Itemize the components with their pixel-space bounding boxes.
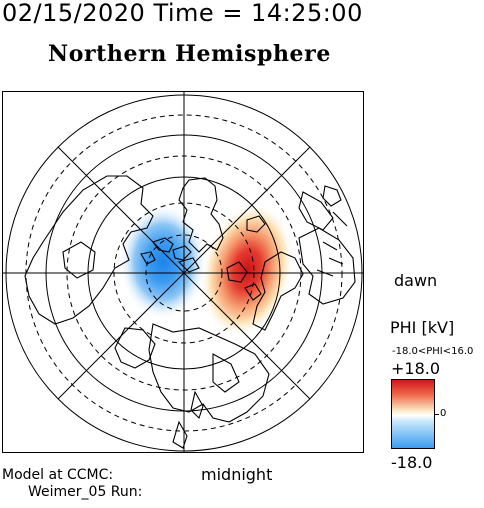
colorbar-range: -18.0<PHI<16.0 xyxy=(392,346,474,357)
colorbar xyxy=(391,379,435,449)
potential-pattern xyxy=(119,203,294,337)
hemisphere-title: Northern Hemisphere xyxy=(48,41,331,67)
meridian-lines xyxy=(3,92,363,452)
midnight-label: midnight xyxy=(201,465,273,484)
colorbar-mid-label: 0 xyxy=(440,408,447,419)
coastlines xyxy=(24,175,356,449)
date-time-title: 02/15/2020 Time = 14:25:00 xyxy=(2,0,363,27)
colorbar-tick xyxy=(435,414,439,415)
polar-map xyxy=(2,91,364,453)
model-label: Model at CCMC: xyxy=(2,467,114,483)
positive-potential-cell xyxy=(200,203,294,337)
colorbar-max-label: +18.0 xyxy=(391,359,441,378)
polar-map-canvas xyxy=(3,92,363,452)
run-label: Weimer_05 Run: xyxy=(28,484,143,500)
colorbar-title: PHI [kV] xyxy=(390,318,455,337)
negative-potential-cell xyxy=(119,204,207,320)
dawn-label: dawn xyxy=(394,271,438,290)
colorbar-min-label: -18.0 xyxy=(391,453,433,472)
